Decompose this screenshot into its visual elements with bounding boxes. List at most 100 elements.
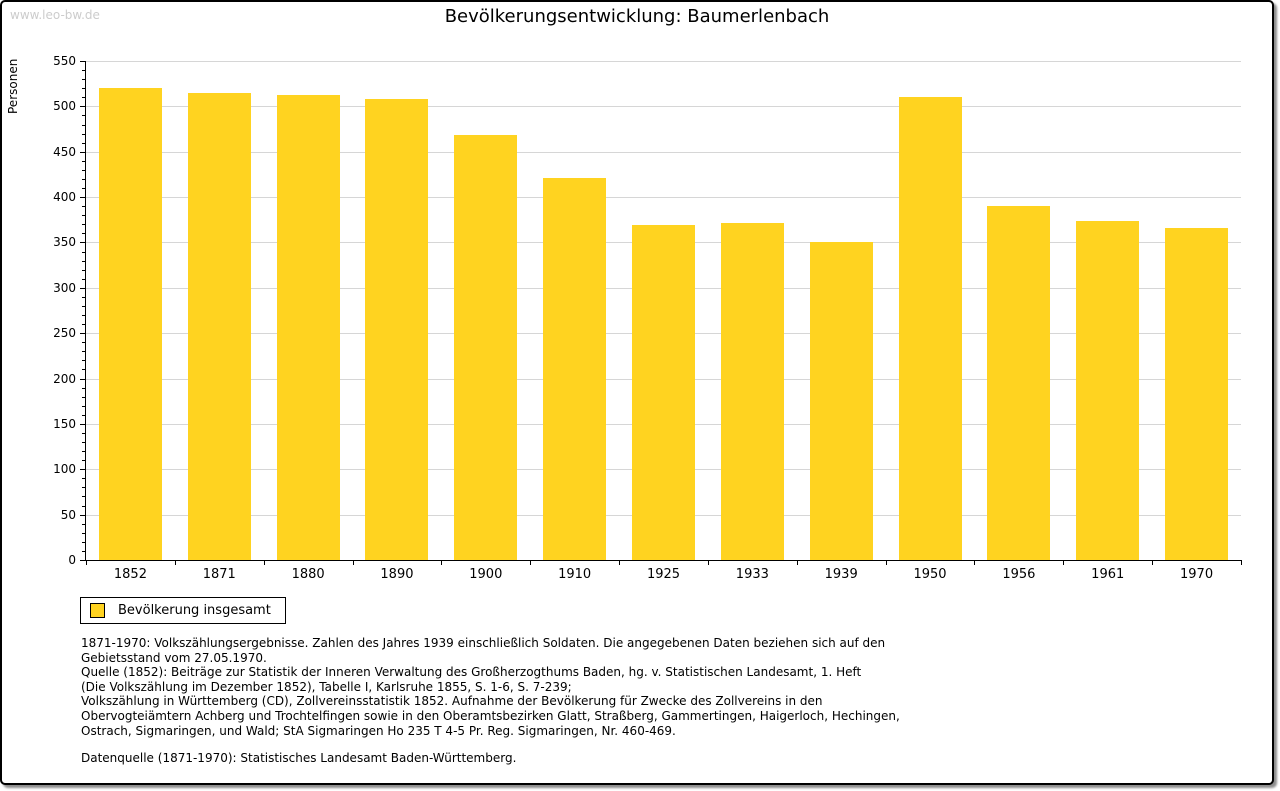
bar-1933 <box>720 223 784 560</box>
y-gridline <box>86 61 1241 62</box>
x-axis-tick <box>263 560 265 565</box>
y-axis-tick-label: 450 <box>53 144 76 159</box>
x-axis-label: 1939 <box>824 567 858 582</box>
bar-1950 <box>898 97 962 560</box>
footnote-line: 1871-1970: Volkszählungsergebnisse. Zahl… <box>81 636 886 650</box>
y-axis-tick-label: 100 <box>53 462 76 477</box>
y-axis-minor-tick <box>82 496 86 498</box>
y-axis-minor-tick <box>82 505 86 507</box>
bar-1925 <box>632 225 695 560</box>
legend-box: Bevölkerung insgesamt <box>80 597 286 624</box>
x-axis-label: 1970 <box>1180 567 1214 582</box>
y-axis-tick-label: 350 <box>53 235 76 250</box>
footnote-line: (Die Volkszählung im Dezember 1852), Tab… <box>81 679 572 694</box>
x-axis-label: 1880 <box>291 567 325 582</box>
x-axis-tick <box>619 560 621 565</box>
footnote-line: Quelle (1852): Beiträge zur Statistik de… <box>81 665 862 680</box>
y-axis-minor-tick <box>82 160 86 162</box>
y-axis-minor-tick <box>82 442 86 444</box>
x-axis-tick <box>1241 560 1242 565</box>
y-axis-tick-label: 500 <box>53 99 76 114</box>
y-axis-minor-tick <box>82 460 86 462</box>
y-axis-major-tick <box>80 378 86 380</box>
y-axis-minor-tick <box>82 369 86 371</box>
y-axis-minor-tick <box>82 387 86 389</box>
x-axis-tick <box>974 560 976 565</box>
y-axis-minor-tick <box>82 88 86 90</box>
x-axis-label: 1910 <box>558 567 592 582</box>
legend-label: Bevölkerung insgesamt <box>118 603 271 618</box>
bar-1880 <box>276 94 340 560</box>
x-axis-label: 1852 <box>113 567 147 582</box>
x-axis-tick <box>86 560 87 565</box>
y-axis-tick-label: 50 <box>60 507 76 522</box>
y-axis-major-tick <box>80 333 86 335</box>
y-axis-minor-tick <box>82 360 86 362</box>
y-axis-minor-tick <box>82 133 86 135</box>
x-axis-tick <box>885 560 887 565</box>
y-axis-minor-tick <box>82 550 86 552</box>
footnote-line: Obervogteiämtern Achberg und Trochtelfin… <box>81 708 900 723</box>
y-axis-minor-tick <box>82 115 86 117</box>
x-axis-label: 1956 <box>1002 567 1036 582</box>
x-axis-label: 1900 <box>469 567 503 582</box>
y-axis-tick-label: 0 <box>68 553 76 567</box>
bar-1939 <box>809 242 873 560</box>
y-axis-major-tick <box>80 151 86 153</box>
y-axis-minor-tick <box>82 251 86 253</box>
x-axis-label: 1961 <box>1091 567 1125 582</box>
y-axis-tick-label: 150 <box>53 416 76 431</box>
watermark-url: www.leo-bw.de <box>10 8 100 22</box>
x-axis-tick <box>441 560 443 565</box>
y-gridline <box>86 197 1241 199</box>
y-gridline <box>86 106 1241 108</box>
y-axis-minor-tick <box>82 233 86 235</box>
bar-1910 <box>543 178 607 560</box>
bar-1871 <box>187 92 251 560</box>
x-axis-label: 1950 <box>913 567 947 582</box>
y-axis-major-tick <box>80 106 86 108</box>
x-axis-tick <box>796 560 798 565</box>
y-axis-tick-label: 400 <box>53 190 76 205</box>
y-axis-major-tick <box>80 197 86 199</box>
y-axis-minor-tick <box>82 142 86 144</box>
x-axis-tick <box>707 560 709 565</box>
y-axis-minor-tick <box>82 97 86 99</box>
bar-1961 <box>1076 220 1140 560</box>
y-axis-minor-tick <box>82 351 86 353</box>
y-axis-tick-label: 300 <box>53 280 76 295</box>
legend-swatch-icon <box>90 603 105 618</box>
y-axis-major-tick <box>80 514 86 516</box>
y-axis-major-tick <box>80 61 86 62</box>
datasource-line: Datenquelle (1871-1970): Statistisches L… <box>81 751 517 766</box>
x-axis-tick <box>530 560 532 565</box>
x-axis-label: 1890 <box>380 567 414 582</box>
y-axis-minor-tick <box>82 70 86 72</box>
x-axis-tick <box>352 560 354 565</box>
bar-1900 <box>454 135 518 560</box>
y-axis-minor-tick <box>82 405 86 407</box>
y-axis-minor-tick <box>82 215 86 217</box>
y-axis-minor-tick <box>82 188 86 190</box>
y-axis-major-tick <box>80 242 86 244</box>
chart-title: Bevölkerungsentwicklung: Baumerlenbach <box>444 6 830 27</box>
y-axis-minor-tick <box>82 178 86 180</box>
y-axis-minor-tick <box>82 296 86 298</box>
y-axis-tick-label: 250 <box>53 326 76 341</box>
y-axis-minor-tick <box>82 396 86 398</box>
x-axis-tick <box>1152 560 1154 565</box>
footnote-line: Volkszählung in Württemberg (CD), Zollve… <box>81 694 823 709</box>
y-axis-minor-tick <box>82 532 86 534</box>
y-axis-minor-tick <box>82 541 86 543</box>
y-axis-minor-tick <box>82 224 86 226</box>
y-axis-minor-tick <box>82 324 86 326</box>
y-axis-minor-tick <box>82 169 86 171</box>
y-axis-minor-tick <box>82 432 86 434</box>
x-axis-tick <box>174 560 176 565</box>
y-axis-minor-tick <box>82 523 86 525</box>
y-axis-minor-tick <box>82 315 86 317</box>
bar-1970 <box>1165 227 1229 560</box>
y-axis-minor-tick <box>82 487 86 489</box>
x-axis-tick <box>1063 560 1065 565</box>
